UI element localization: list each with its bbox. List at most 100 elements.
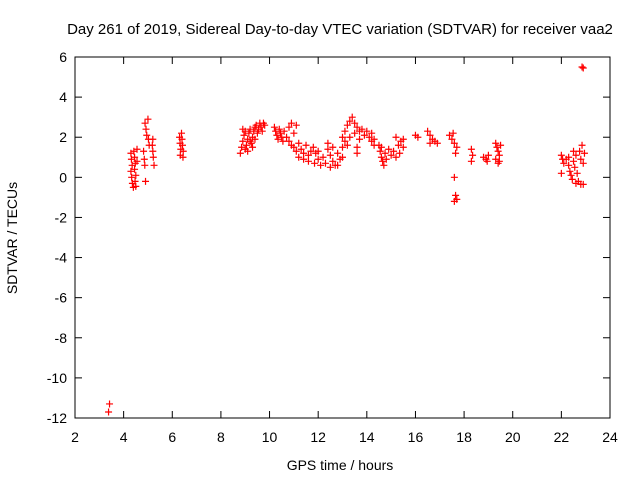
chart-title: Day 261 of 2019, Sidereal Day-to-day VTE… xyxy=(67,21,613,38)
data-point xyxy=(127,167,135,175)
data-point xyxy=(353,123,361,131)
data-point xyxy=(311,159,319,167)
data-point xyxy=(279,137,287,145)
y-tick-label: -2 xyxy=(55,209,68,225)
data-point xyxy=(578,63,586,71)
data-point xyxy=(178,141,186,149)
data-point xyxy=(396,149,404,157)
data-point xyxy=(385,145,393,153)
data-point xyxy=(399,135,407,143)
data-point xyxy=(450,173,458,181)
data-point xyxy=(179,153,187,161)
data-point xyxy=(290,129,298,137)
data-point xyxy=(381,149,389,157)
data-point xyxy=(307,147,315,155)
data-point xyxy=(295,139,303,147)
data-point xyxy=(245,129,253,137)
data-point xyxy=(321,159,329,167)
x-tick-label: 10 xyxy=(262,429,278,445)
data-point xyxy=(270,123,278,131)
data-point xyxy=(365,133,373,141)
data-point xyxy=(292,147,300,155)
data-point xyxy=(565,153,573,161)
data-point xyxy=(242,141,250,149)
data-point xyxy=(236,149,244,157)
x-tick-label: 6 xyxy=(168,429,176,445)
data-point xyxy=(326,163,334,171)
data-point xyxy=(272,127,280,135)
data-point xyxy=(568,175,576,183)
data-point xyxy=(149,135,157,143)
data-point xyxy=(133,145,141,153)
data-point xyxy=(178,135,186,143)
data-point xyxy=(356,135,364,143)
data-point xyxy=(144,115,152,123)
y-axis-label: SDTVAR / TECUs xyxy=(4,182,20,294)
data-point xyxy=(426,131,434,139)
data-point xyxy=(131,165,139,173)
data-point xyxy=(484,151,492,159)
data-point xyxy=(450,197,458,205)
data-point xyxy=(341,127,349,135)
data-point xyxy=(133,157,141,165)
data-point xyxy=(424,127,432,135)
data-point xyxy=(469,151,477,159)
data-point xyxy=(253,129,261,137)
data-point xyxy=(258,127,266,135)
x-tick-label: 20 xyxy=(505,429,521,445)
data-point xyxy=(343,121,351,129)
y-tick-label: 4 xyxy=(59,89,67,105)
data-point xyxy=(578,141,586,149)
data-point xyxy=(334,149,342,157)
y-tick-label: -10 xyxy=(47,370,67,386)
data-point xyxy=(314,147,322,155)
data-point xyxy=(392,153,400,161)
data-point xyxy=(238,143,246,151)
data-point xyxy=(239,137,247,145)
data-point xyxy=(382,155,390,163)
data-point xyxy=(140,147,148,155)
data-point xyxy=(380,161,388,169)
data-point xyxy=(131,177,139,185)
data-point xyxy=(339,133,346,141)
data-point xyxy=(497,141,505,149)
y-tick-label: -8 xyxy=(55,330,68,346)
data-point xyxy=(150,161,158,169)
y-tick-label: -6 xyxy=(55,290,68,306)
data-point xyxy=(570,147,578,155)
data-point xyxy=(334,161,342,169)
data-point xyxy=(577,155,585,163)
x-tick-labels: 2 4 6 8 10 12 14 16 18 20 22 24 xyxy=(71,429,618,445)
x-tick-label: 14 xyxy=(359,429,375,445)
data-point xyxy=(567,171,575,179)
data-point xyxy=(570,157,578,165)
data-point xyxy=(283,133,291,141)
data-point xyxy=(495,151,503,159)
data-point xyxy=(426,139,434,147)
data-point xyxy=(339,153,346,161)
data-point xyxy=(348,113,356,121)
data-point xyxy=(414,133,422,141)
data-point xyxy=(343,141,351,149)
data-point xyxy=(353,149,361,157)
data-point xyxy=(246,125,254,133)
data-point xyxy=(252,121,260,129)
data-point xyxy=(280,127,288,135)
data-point xyxy=(392,133,400,141)
data-point xyxy=(274,135,282,143)
data-point xyxy=(300,149,308,157)
data-point xyxy=(324,139,332,147)
data-point xyxy=(377,143,385,151)
x-tick-label: 16 xyxy=(408,429,424,445)
data-point xyxy=(446,131,453,139)
plot-frame xyxy=(74,56,611,419)
data-point xyxy=(467,145,475,153)
data-point xyxy=(257,123,265,131)
data-point xyxy=(273,131,281,139)
y-tick-label: 0 xyxy=(59,169,67,185)
data-point xyxy=(495,157,503,165)
data-point xyxy=(341,137,349,145)
data-point xyxy=(240,131,248,139)
data-point xyxy=(297,145,305,153)
data-point xyxy=(379,157,387,165)
